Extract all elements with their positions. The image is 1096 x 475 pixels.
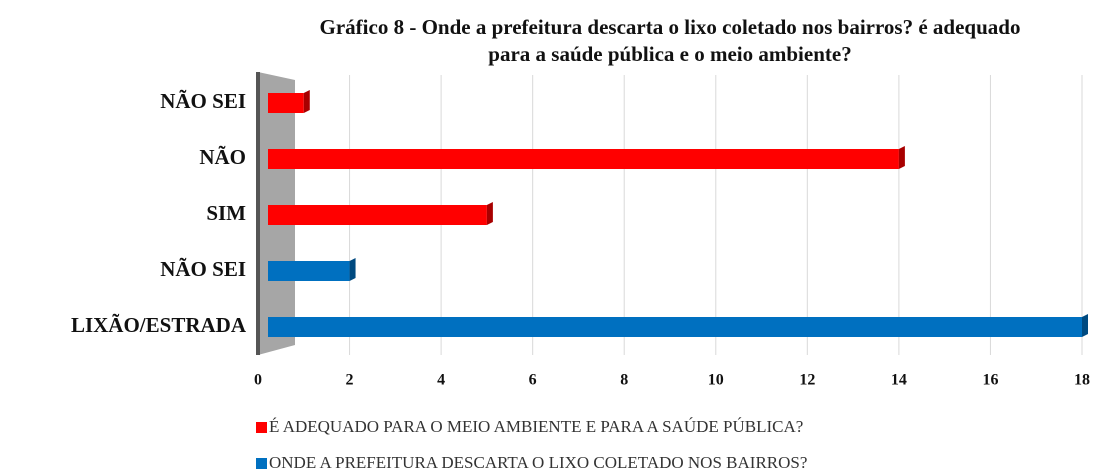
y-tick-label: NÃO bbox=[199, 145, 246, 169]
legend-swatch bbox=[256, 422, 267, 433]
bar-side bbox=[303, 90, 310, 113]
legend-swatch bbox=[256, 458, 267, 469]
legend-label: ONDE A PREFEITURA DESCARTA O LIXO COLETA… bbox=[269, 453, 807, 472]
x-tick-label: 14 bbox=[891, 372, 907, 389]
x-tick-label: 0 bbox=[254, 372, 262, 389]
bar-side bbox=[898, 146, 905, 169]
bar bbox=[268, 93, 304, 113]
chart-title: Gráfico 8 - Onde a prefeitura descarta o… bbox=[319, 15, 1021, 66]
x-tick-label: 12 bbox=[799, 372, 815, 389]
y-tick-label: LIXÃO/ESTRADA bbox=[71, 313, 247, 337]
bar-side bbox=[349, 258, 356, 281]
bar bbox=[268, 261, 350, 281]
x-tick-label: 10 bbox=[708, 372, 724, 389]
x-tick-label: 2 bbox=[346, 372, 354, 389]
y-tick-label: NÃO SEI bbox=[160, 89, 246, 113]
bar bbox=[268, 149, 899, 169]
x-tick-label: 6 bbox=[529, 372, 537, 389]
x-tick-label: 16 bbox=[982, 372, 998, 389]
x-tick-label: 4 bbox=[437, 372, 445, 389]
bar-side bbox=[486, 202, 493, 225]
bar bbox=[268, 205, 487, 225]
y-tick-label: NÃO SEI bbox=[160, 257, 246, 281]
x-tick-label: 18 bbox=[1074, 372, 1090, 389]
y-tick-label: SIM bbox=[206, 201, 246, 225]
legend-label: É ADEQUADO PARA O MEIO AMBIENTE E PARA A… bbox=[269, 417, 803, 436]
x-tick-label: 8 bbox=[620, 372, 628, 389]
bar bbox=[268, 317, 1082, 337]
bar-side bbox=[1082, 314, 1088, 337]
